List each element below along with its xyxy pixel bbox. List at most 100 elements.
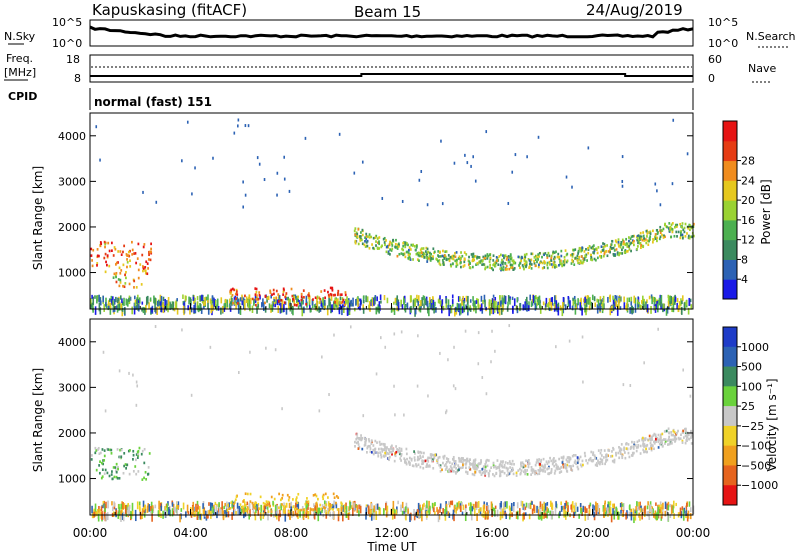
power-echo-cell [492, 268, 494, 272]
power-echo-cell [594, 258, 597, 262]
power-echo-cell [425, 246, 428, 250]
velocity-echo-cell [192, 506, 194, 516]
velocity-echo-cell [422, 451, 425, 455]
velocity-echo-cell [315, 505, 318, 513]
power-echo-cell [509, 298, 511, 305]
xtick-label: 00:00 [73, 526, 108, 540]
velocity-echo-cell [391, 452, 393, 456]
power-echo-cell [401, 247, 404, 251]
velocity-echo-cell [660, 503, 662, 510]
power-echo-cell [596, 304, 599, 309]
power-echo-cell [126, 265, 128, 269]
velocity-echo-cell [283, 508, 286, 511]
xtick-label: 04:00 [173, 526, 208, 540]
power-echo-cell [223, 303, 226, 308]
velocity-echo-cell [576, 456, 579, 459]
velocity-echo-cell [612, 508, 614, 515]
velocity-colorbar-tick-label: 100 [741, 380, 762, 393]
power-echo-cell [474, 179, 477, 183]
power-echo-cell [181, 159, 183, 163]
power-echo-cell [90, 304, 92, 310]
velocity-echo-cell [213, 504, 215, 510]
power-echo-cell [453, 161, 456, 165]
velocity-echo-cell [654, 439, 657, 443]
velocity-echo-cell [400, 504, 402, 512]
power-echo-cell [454, 259, 457, 263]
velocity-echo-cell [528, 462, 531, 465]
power-echo-cell [401, 304, 404, 310]
velocity-echo-cell [508, 460, 511, 463]
power-echo-cell [469, 299, 472, 303]
power-echo-cell [331, 304, 333, 313]
power-echo-cell [378, 301, 381, 308]
velocity-echo-cell [611, 450, 613, 453]
power-echo-cell [404, 255, 407, 259]
power-echo-cell [318, 306, 320, 313]
power-echo-cell [261, 302, 263, 308]
velocity-echo-cell [470, 512, 473, 521]
power-echo-cell [552, 250, 555, 254]
velocity-echo-cell [312, 508, 315, 512]
power-echo-cell [436, 258, 438, 261]
velocity-echo-cell [492, 507, 495, 512]
velocity-echo-cell [432, 453, 435, 457]
velocity-echo-cell [520, 464, 523, 468]
velocity-echo-cell [659, 435, 662, 439]
power-echo-cell [683, 230, 686, 234]
power-echo-cell [518, 262, 521, 266]
power-echo-cell [445, 258, 448, 261]
velocity-echo-cell [203, 509, 205, 515]
velocity-echo-cell [619, 447, 622, 450]
velocity-echo-cell [641, 508, 644, 514]
power-echo-cell [410, 295, 412, 302]
power-echo-cell [90, 247, 93, 251]
power-echo-cell [154, 297, 156, 305]
power-echo-cell [676, 297, 679, 303]
velocity-echo-cell [657, 446, 660, 449]
power-echo-cell [259, 295, 261, 300]
power-echo-cell [600, 250, 603, 254]
velocity-echo-cell [197, 504, 199, 510]
velocity-echo-cell [629, 447, 632, 451]
power-echo-cell [456, 302, 459, 311]
velocity-echo-cell [373, 505, 376, 513]
velocity-echo-cell [663, 430, 666, 433]
velocity-echo-cell [612, 448, 615, 451]
velocity-echo-cell [208, 509, 211, 515]
velocity-echo-cell [372, 444, 375, 447]
power-echo-cell [125, 270, 127, 274]
freq-label-line1: Freq. [6, 52, 33, 65]
power-colorbar-tick-label: 8 [741, 253, 748, 266]
power-echoes [90, 118, 695, 317]
power-echo-cell [687, 227, 690, 230]
velocity-echo-cell [466, 459, 468, 463]
velocity-echo-cell [319, 510, 322, 515]
velocity-echo-cell [660, 439, 663, 442]
velocity-echo-cell [438, 455, 441, 459]
velocity-echo-cell [146, 507, 149, 513]
velocity-echo-cell [303, 508, 306, 517]
power-echo-cell [311, 299, 314, 306]
power-echo-cell [323, 299, 326, 306]
power-echo-cell [364, 240, 366, 243]
power-echo-cell [658, 297, 661, 306]
velocity-echo-cell [595, 462, 598, 465]
velocity-echo-cell [484, 468, 486, 472]
velocity-echo-cell [379, 443, 382, 446]
velocity-echo-cell [242, 500, 245, 503]
velocity-echo-cell [138, 505, 141, 511]
velocity-echo-cell [464, 459, 467, 462]
power-echo-cell [142, 269, 144, 273]
power-echo-cell [234, 292, 237, 296]
power-echo-cell [631, 239, 634, 242]
power-echo-cell [352, 297, 354, 307]
power-echo-cell [612, 295, 614, 300]
velocity-echo-cell [511, 466, 514, 470]
power-echo-cell [336, 299, 338, 305]
power-echo-cell [486, 257, 489, 260]
power-echo-cell [230, 295, 233, 300]
velocity-echo-cell [543, 506, 546, 513]
power-echo-cell [511, 170, 514, 174]
velocity-echo-cell [422, 504, 424, 510]
velocity-echo-cell [667, 427, 670, 431]
